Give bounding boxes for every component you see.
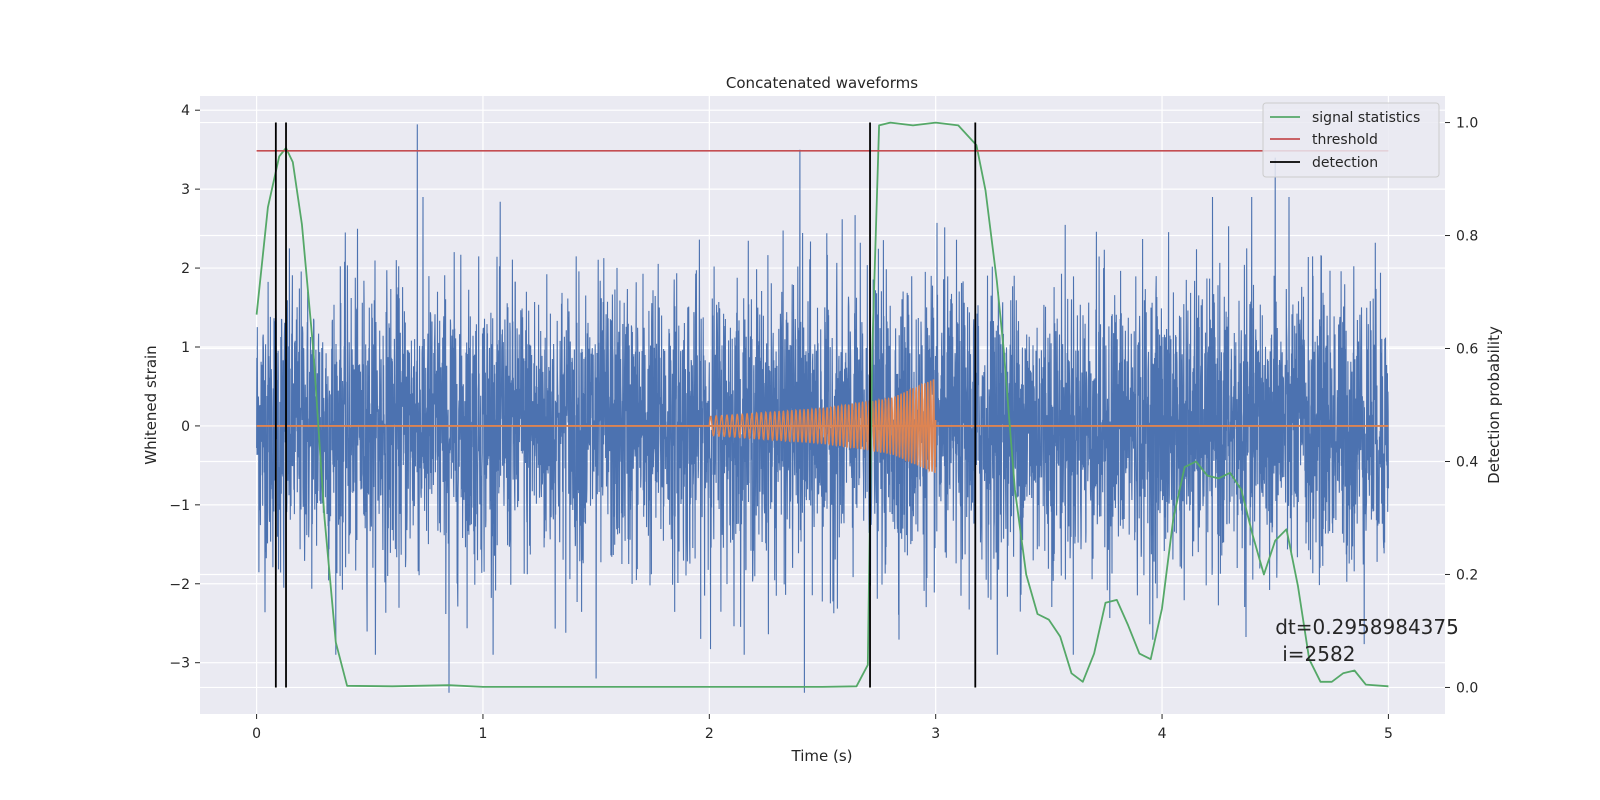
legend: signal statistics threshold detection (1262, 102, 1440, 178)
legend-label-detection: detection (1312, 155, 1378, 171)
legend-box (1262, 102, 1440, 178)
x-tick-label: 3 (931, 726, 940, 742)
x-tick-label: 4 (1158, 726, 1167, 742)
y-tick-label-right: 0.6 (1456, 342, 1478, 358)
y-tick-label: 3 (181, 182, 190, 198)
x-tick-label: 5 (1384, 726, 1393, 742)
y-tick-label: −1 (169, 498, 190, 514)
injection-series (708, 379, 937, 473)
y-tick-label-right: 0.0 (1456, 680, 1478, 696)
detection-series (274, 122, 977, 688)
y-tick-label-right: 1.0 (1456, 116, 1478, 132)
legend-label-signal-statistics: signal statistics (1312, 110, 1420, 126)
y-tick-label: 4 (181, 103, 190, 119)
signal-statistics-series (255, 121, 1389, 688)
chart-title: Concatenated waveforms (726, 74, 918, 92)
annotation-index: i=2582 (1282, 642, 1355, 666)
y-tick-label: 2 (181, 261, 190, 277)
injection-line (708, 379, 937, 473)
y-tick-label: 1 (181, 340, 190, 356)
y-tick-label-right: 0.8 (1456, 229, 1478, 245)
legend-label-threshold: threshold (1312, 132, 1378, 148)
x-tick-label: 0 (252, 726, 261, 742)
x-tick-label: 2 (705, 726, 714, 742)
y-axis-label-right: Detection probability (1485, 326, 1503, 484)
y-tick-label: −3 (169, 656, 190, 672)
signal-statistics-line (255, 121, 1389, 688)
y-tick-label: 0 (181, 419, 190, 435)
x-tick-label: 1 (478, 726, 487, 742)
y-tick-label-right: 0.2 (1456, 567, 1478, 583)
y-axis-label: Whitened strain (142, 345, 160, 464)
ticks: 0 1 2 3 4 5 −3 −2 −1 0 1 2 3 4 0.0 0.2 0.4 0.6 0.8 1.0 (169, 103, 1478, 742)
annotation-dt: dt=0.2958984375 (1275, 615, 1459, 639)
y-tick-label: −2 (169, 577, 190, 593)
x-axis-label: Time (s) (791, 747, 853, 765)
y-tick-label-right: 0.4 (1456, 454, 1478, 470)
